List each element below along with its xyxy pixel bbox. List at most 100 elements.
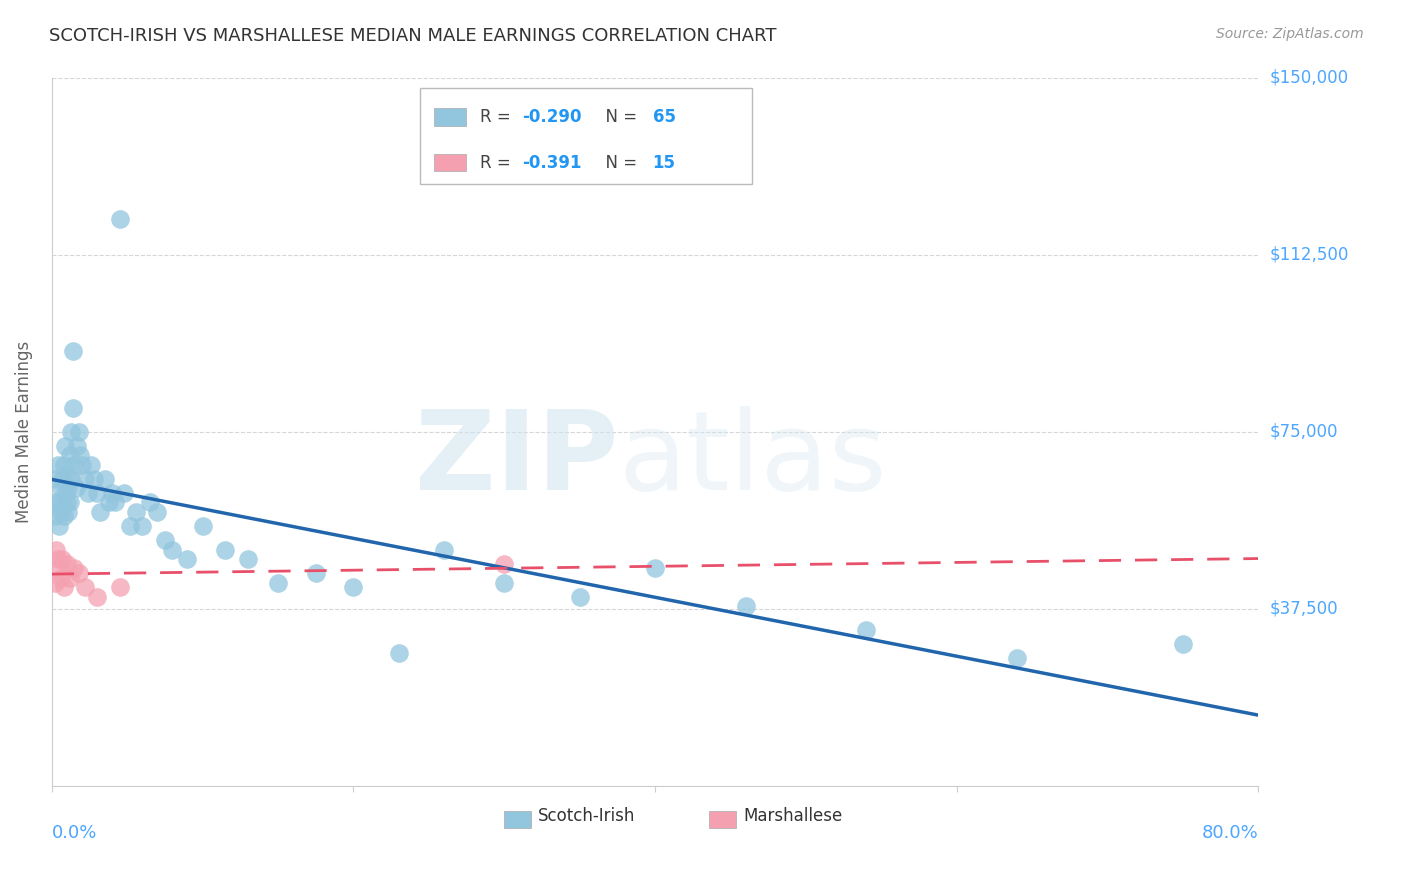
Point [131, 519, 153, 533]
Point [65, 481, 87, 495]
Text: $112,500: $112,500 [1270, 245, 1348, 263]
Point [58, 505, 80, 519]
Point [62, 401, 84, 415]
Point [104, 495, 127, 509]
Text: -0.290: -0.290 [522, 108, 582, 126]
Point [1005, 651, 1028, 665]
Text: N =: N = [595, 108, 643, 126]
Text: -0.391: -0.391 [522, 153, 582, 171]
Point [53, 439, 76, 453]
Point [568, 590, 591, 604]
Point [153, 533, 176, 547]
Point [73, 472, 96, 486]
Point [388, 646, 411, 660]
Point [267, 575, 290, 590]
Point [46, 458, 69, 472]
Point [89, 505, 111, 519]
Point [49, 571, 72, 585]
Point [59, 571, 82, 585]
Point [67, 566, 90, 581]
Point [45, 509, 67, 524]
Point [69, 448, 91, 462]
Point [51, 500, 73, 514]
Point [48, 495, 70, 509]
Point [80, 458, 103, 472]
Point [176, 552, 198, 566]
FancyBboxPatch shape [505, 811, 530, 828]
Point [52, 458, 75, 472]
Point [45, 542, 67, 557]
Point [60, 425, 83, 439]
Point [108, 580, 131, 594]
Point [46, 552, 69, 566]
Point [83, 472, 105, 486]
Point [1171, 637, 1194, 651]
Text: 65: 65 [652, 108, 676, 126]
FancyBboxPatch shape [434, 108, 465, 126]
Point [70, 458, 93, 472]
Text: 15: 15 [652, 153, 676, 171]
FancyBboxPatch shape [434, 154, 465, 171]
Point [63, 458, 86, 472]
Point [644, 561, 666, 575]
Text: $37,500: $37,500 [1270, 599, 1339, 617]
FancyBboxPatch shape [420, 88, 752, 184]
Text: R =: R = [479, 108, 516, 126]
Point [45, 472, 67, 486]
Point [98, 495, 121, 509]
Point [51, 472, 73, 486]
Point [52, 509, 75, 524]
Text: atlas: atlas [619, 407, 887, 514]
Text: $75,000: $75,000 [1270, 423, 1339, 441]
Point [56, 557, 79, 571]
Point [162, 542, 184, 557]
Point [66, 439, 89, 453]
Text: 80.0%: 80.0% [1202, 824, 1258, 842]
Text: 0.0%: 0.0% [52, 824, 97, 842]
Text: Source: ZipAtlas.com: Source: ZipAtlas.com [1216, 27, 1364, 41]
Point [52, 580, 75, 594]
Text: SCOTCH-IRISH VS MARSHALLESE MEDIAN MALE EARNINGS CORRELATION CHART: SCOTCH-IRISH VS MARSHALLESE MEDIAN MALE … [49, 27, 776, 45]
Point [191, 519, 214, 533]
Point [86, 486, 108, 500]
Point [342, 580, 364, 594]
Point [494, 575, 516, 590]
Point [73, 580, 96, 594]
Text: N =: N = [595, 153, 643, 171]
Text: ZIP: ZIP [415, 407, 619, 514]
Point [125, 505, 148, 519]
Point [48, 519, 70, 533]
Point [305, 566, 328, 581]
Point [63, 561, 86, 575]
Point [44, 495, 66, 509]
Point [59, 495, 82, 509]
Point [48, 561, 70, 575]
Point [101, 486, 124, 500]
Point [86, 590, 108, 604]
Text: Marshallese: Marshallese [744, 807, 842, 825]
Point [236, 552, 259, 566]
FancyBboxPatch shape [710, 811, 735, 828]
Text: $150,000: $150,000 [1270, 69, 1348, 87]
Point [433, 542, 456, 557]
Point [49, 481, 72, 495]
Point [51, 552, 73, 566]
Point [62, 344, 84, 359]
Point [120, 519, 142, 533]
Point [146, 505, 169, 519]
Point [112, 486, 135, 500]
Point [59, 448, 82, 462]
Point [108, 212, 131, 227]
Point [214, 542, 236, 557]
Point [93, 472, 115, 486]
Text: Scotch-Irish: Scotch-Irish [538, 807, 636, 825]
Point [494, 557, 516, 571]
Y-axis label: Median Male Earnings: Median Male Earnings [15, 341, 32, 523]
Point [67, 425, 90, 439]
Point [734, 599, 756, 614]
Text: R =: R = [479, 153, 516, 171]
Point [49, 505, 72, 519]
Point [56, 495, 79, 509]
Point [44, 575, 66, 590]
Point [58, 481, 80, 495]
